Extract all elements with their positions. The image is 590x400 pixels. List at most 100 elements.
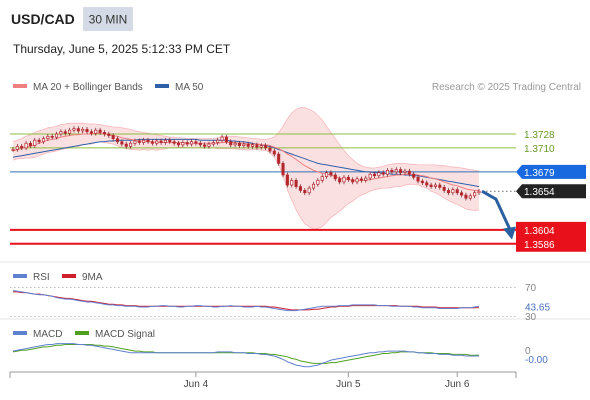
price-tag-1: 1.3710 bbox=[524, 144, 555, 155]
legend-swatch-rsi bbox=[13, 274, 27, 278]
candle-body bbox=[111, 135, 115, 139]
level-lines-layer bbox=[10, 133, 516, 245]
candle-body bbox=[351, 179, 355, 183]
price-tag-4: 1.3604 bbox=[524, 226, 555, 237]
candle-body bbox=[142, 139, 146, 143]
candle-body bbox=[133, 140, 137, 144]
candle-body bbox=[272, 150, 276, 155]
candle-body bbox=[429, 184, 433, 187]
rsi-current-label: 43.65 bbox=[525, 303, 550, 314]
candle-body bbox=[129, 142, 133, 147]
candle-body bbox=[207, 143, 211, 147]
x-axis-labels: Jun 4 Jun 5 Jun 6 bbox=[184, 372, 470, 390]
legend-label-rsi: RSI bbox=[33, 272, 50, 283]
candle-body bbox=[264, 145, 268, 149]
legend-label-macd: MACD bbox=[33, 329, 62, 340]
candle-body bbox=[386, 169, 390, 175]
candle-body bbox=[37, 139, 41, 143]
candle-body bbox=[473, 192, 477, 197]
price-tag-3: 1.3654 bbox=[524, 187, 555, 198]
candle-body bbox=[137, 140, 141, 143]
candle-body bbox=[15, 146, 19, 150]
candle-body bbox=[203, 144, 207, 147]
candle-body bbox=[24, 142, 28, 149]
bollinger-band-layer bbox=[12, 107, 480, 230]
forecast-arrow-shaft bbox=[481, 189, 512, 231]
candle-body bbox=[477, 190, 481, 194]
candle-body bbox=[59, 131, 63, 135]
macd-panel: MACD MACD Signal 0-0.00 bbox=[12, 329, 548, 368]
candle-body bbox=[433, 184, 437, 187]
candle-body bbox=[407, 170, 411, 175]
candle-body bbox=[98, 129, 102, 133]
candle-body bbox=[211, 142, 215, 145]
candle-body bbox=[46, 135, 50, 139]
legend-swatch-ma20 bbox=[13, 84, 27, 88]
macd-zero-label: 0 bbox=[525, 346, 531, 357]
candle-body bbox=[416, 176, 420, 182]
candle-body bbox=[442, 186, 446, 191]
candle-body bbox=[307, 187, 311, 194]
candle-body bbox=[176, 142, 181, 146]
candle-body bbox=[102, 132, 106, 135]
datetime-label: Thursday, June 5, 2025 5:12:33 PM CET bbox=[13, 42, 231, 56]
macd-current-label: -0.00 bbox=[525, 355, 548, 366]
timeframe-badge-bg bbox=[83, 7, 133, 31]
candle-body bbox=[468, 195, 472, 199]
candle-body bbox=[372, 173, 377, 177]
candle-body bbox=[325, 172, 329, 177]
price-tag-bg-4 bbox=[516, 221, 586, 238]
symbol-title: USD/CAD bbox=[11, 11, 75, 27]
price-tag-bg-3 bbox=[516, 184, 586, 199]
candle-body bbox=[368, 173, 372, 179]
candle-body bbox=[81, 129, 85, 132]
legend-label-rsi-ma: 9MA bbox=[82, 272, 103, 283]
forecast-arrow-head bbox=[503, 226, 516, 240]
candle-body bbox=[281, 163, 285, 176]
x-label-0: Jun 4 bbox=[184, 379, 209, 390]
candle-body bbox=[72, 128, 76, 131]
candle-body bbox=[185, 142, 189, 145]
candle-body bbox=[316, 180, 320, 185]
bollinger-band-fill bbox=[13, 107, 479, 230]
candle-body bbox=[338, 178, 342, 183]
candle-body bbox=[146, 139, 150, 143]
candle-body bbox=[115, 138, 120, 143]
price-tag-2: 1.3679 bbox=[524, 168, 555, 179]
candle-body bbox=[377, 172, 381, 177]
x-label-2: Jun 6 bbox=[445, 379, 470, 390]
candle-body bbox=[399, 169, 403, 174]
candle-body bbox=[50, 135, 54, 138]
candle-body bbox=[438, 184, 442, 188]
candle-body bbox=[255, 144, 259, 148]
candle-body bbox=[63, 131, 67, 134]
candle-body bbox=[194, 141, 198, 144]
candle-body bbox=[55, 133, 59, 138]
candle-body bbox=[303, 190, 307, 194]
candle-body bbox=[355, 178, 359, 183]
candle-body bbox=[155, 140, 159, 144]
candle-body bbox=[172, 141, 176, 144]
candle-body bbox=[364, 177, 368, 181]
candle-body bbox=[320, 176, 324, 181]
candle-body bbox=[233, 142, 237, 146]
price-tag-5: 1.3586 bbox=[524, 240, 555, 251]
price-tag-bg-5 bbox=[516, 235, 586, 252]
candle-body bbox=[94, 129, 98, 134]
candle-body bbox=[237, 142, 242, 146]
candle-body bbox=[163, 139, 167, 143]
candle-body bbox=[181, 142, 185, 146]
legend-swatch-ma50 bbox=[155, 84, 169, 88]
candle-body bbox=[107, 133, 111, 136]
candle-body bbox=[412, 173, 416, 178]
candle-body bbox=[359, 178, 363, 181]
rsi-level-label-70: 70 bbox=[525, 283, 537, 294]
candle-body bbox=[250, 144, 255, 147]
candle-body bbox=[294, 180, 298, 187]
candle-body bbox=[150, 141, 154, 144]
moving-average-layer bbox=[12, 132, 480, 191]
ma50-line bbox=[12, 138, 480, 188]
candle-body bbox=[11, 149, 15, 151]
